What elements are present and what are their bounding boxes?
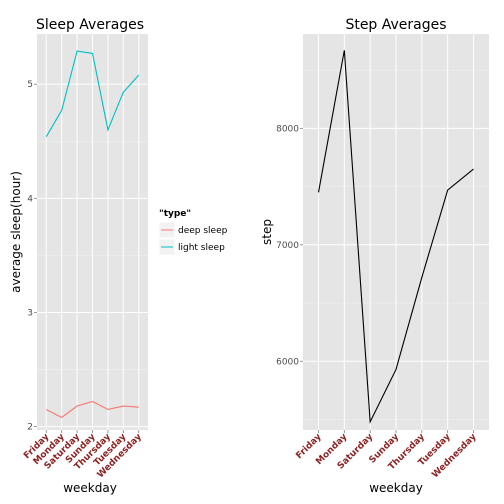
step-y-tick-label: 7000 bbox=[276, 241, 299, 251]
sleep-y-tick-label: 2 bbox=[27, 423, 33, 433]
sleep-series-line-light-sleep bbox=[45, 50, 140, 137]
sleep-chart: 2 3 4 5 FridayMondaySaturdaySundayThursdayT… bbox=[9, 17, 148, 495]
step-y-tick-label: 6000 bbox=[276, 357, 299, 367]
sleep-y-tick-label: 5 bbox=[27, 80, 33, 90]
step-x-ticks: FridayMondaySaturdaySundayThursdayTuesda… bbox=[294, 430, 479, 480]
step-gridlines bbox=[303, 34, 489, 430]
sleep-y-tick-label: 4 bbox=[27, 194, 33, 204]
step-chart: 6000 7000 8000 FridayMondaySaturdaySundayT… bbox=[260, 17, 489, 495]
sleep-y-ticks: 2 3 4 5 bbox=[27, 80, 37, 433]
step-series bbox=[317, 50, 474, 424]
sleep-y-tick-label: 3 bbox=[27, 308, 33, 318]
sleep-gridlines bbox=[37, 34, 148, 430]
sleep-y-axis-label: average sleep(hour) bbox=[9, 171, 23, 293]
step-y-ticks: 6000 7000 8000 bbox=[276, 124, 303, 367]
legend-title: "type" bbox=[159, 209, 191, 219]
step-x-axis-label: weekday bbox=[369, 481, 423, 495]
sleep-series-line-deep-sleep bbox=[45, 400, 139, 419]
sleep-chart-title: Sleep Averages bbox=[36, 17, 144, 33]
legend-label-deep-sleep: deep sleep bbox=[178, 226, 228, 236]
step-y-tick-label: 8000 bbox=[276, 124, 299, 134]
sleep-x-ticks: FridayMondaySaturdaySundayThursdayTuesda… bbox=[22, 430, 144, 480]
step-series-line-steps bbox=[317, 50, 474, 424]
sleep-series bbox=[45, 50, 140, 419]
step-chart-title: Step Averages bbox=[345, 17, 446, 33]
legend-label-light-sleep: light sleep bbox=[178, 243, 225, 253]
step-y-axis-label: step bbox=[260, 219, 274, 245]
legend: "type" deep sleep light sleep bbox=[158, 209, 228, 256]
sleep-x-axis-label: weekday bbox=[63, 481, 117, 495]
